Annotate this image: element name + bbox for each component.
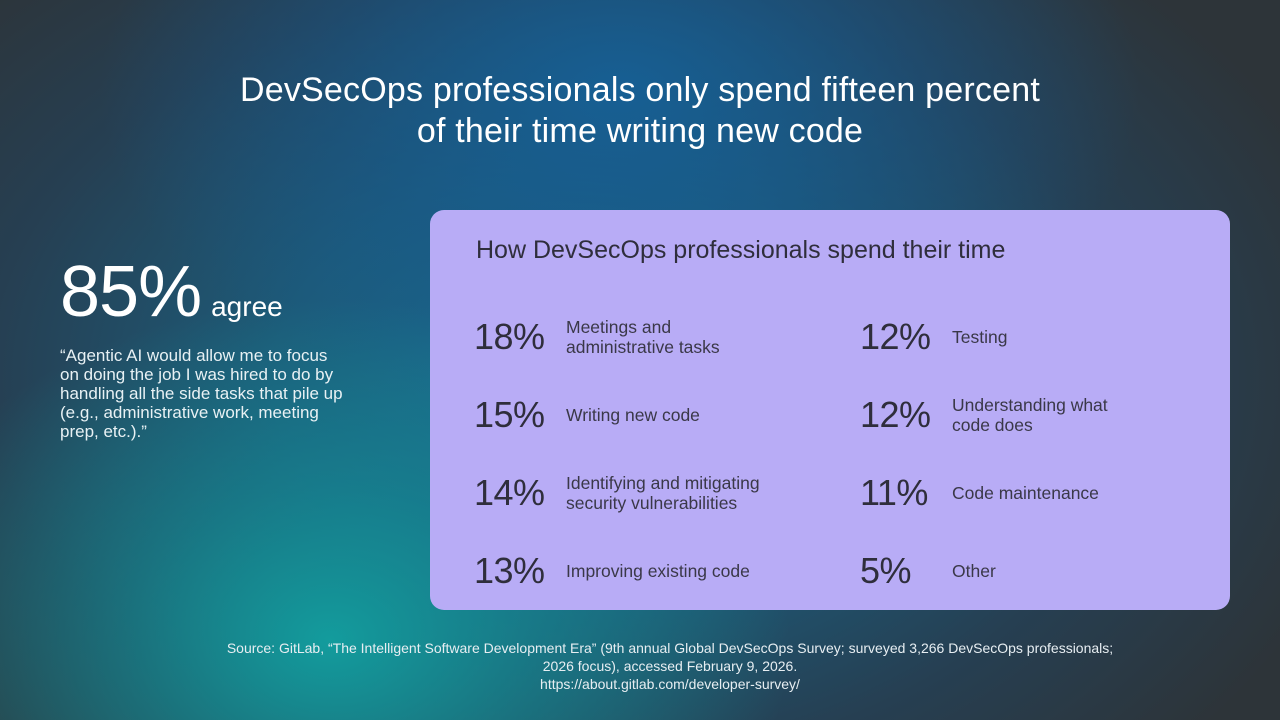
headline-line-2: of their time writing new code <box>416 112 864 150</box>
stat-label: Other <box>952 561 1192 581</box>
stat-value: 18% <box>474 316 545 357</box>
stat-label-line: Other <box>952 561 996 581</box>
stat-label-line: code does <box>952 415 1033 435</box>
source-line-2: 2026 focus), accessed February 9, 2026. <box>542 658 798 674</box>
stat-label-line: administrative tasks <box>566 337 720 357</box>
stat-label: Code maintenance <box>952 483 1192 503</box>
stat-value: 11% <box>860 472 928 513</box>
stat-row: 13% Improving existing code <box>474 532 834 610</box>
stat-label: Testing <box>952 327 1192 347</box>
source-line-1: Source: GitLab, “The Intelligent Softwar… <box>226 640 1114 656</box>
right-column: 12% Testing 12% Understanding what code … <box>860 298 1220 610</box>
headline: DevSecOps professionals only spend fifte… <box>140 70 1140 152</box>
stat-value: 12% <box>860 316 931 357</box>
highlight-value: 85% <box>60 252 202 332</box>
highlight-panel: 85% agree “Agentic AI would allow me to … <box>60 250 380 441</box>
left-column: 18% Meetings and administrative tasks 15… <box>474 298 834 610</box>
stat-label-line: Meetings and <box>566 317 672 337</box>
stat-row: 11% Code maintenance <box>860 454 1220 532</box>
stat-label-line: Improving existing code <box>566 561 750 581</box>
source-citation: Source: GitLab, “The Intelligent Softwar… <box>150 639 1190 693</box>
stat-value: 15% <box>474 394 545 435</box>
stat-row: 18% Meetings and administrative tasks <box>474 298 834 376</box>
quote-line: handling all the side tasks that pile up <box>60 384 343 403</box>
stat-label: Writing new code <box>566 405 806 425</box>
stat-label-line: Writing new code <box>566 405 700 425</box>
stat-label: Improving existing code <box>566 561 806 581</box>
quote-line: on doing the job I was hired to do by <box>60 365 334 384</box>
stat-row: 15% Writing new code <box>474 376 834 454</box>
highlight-suffix: agree <box>211 291 283 322</box>
quote-line: (e.g., administrative work, meeting <box>60 403 319 422</box>
stat-value: 13% <box>474 550 545 591</box>
stat-label-line: Identifying and mitigating <box>566 473 760 493</box>
stat-label: Meetings and administrative tasks <box>566 317 806 357</box>
stat-row: 5% Other <box>860 532 1220 610</box>
headline-line-1: DevSecOps professionals only spend fifte… <box>239 71 1040 109</box>
stat-row: 12% Understanding what code does <box>860 376 1220 454</box>
highlight-quote: “Agentic AI would allow me to focus on d… <box>60 346 380 441</box>
stat-label-line: Understanding what <box>952 395 1108 415</box>
stat-row: 14% Identifying and mitigating security … <box>474 454 834 532</box>
stat-label-line: Code maintenance <box>952 483 1099 503</box>
quote-line: prep, etc.).” <box>60 422 147 441</box>
stat-label: Understanding what code does <box>952 395 1192 435</box>
stat-value: 5% <box>860 550 912 591</box>
stat-label-line: Testing <box>952 327 1008 347</box>
stat-value: 14% <box>474 472 545 513</box>
source-url: https://about.gitlab.com/developer-surve… <box>540 676 800 692</box>
highlight-stat: 85% agree <box>60 250 380 334</box>
stat-label-line: security vulnerabilities <box>566 493 738 513</box>
stat-value: 12% <box>860 394 931 435</box>
stat-row: 12% Testing <box>860 298 1220 376</box>
time-breakdown-card: How DevSecOps professionals spend their … <box>430 210 1230 610</box>
quote-line: “Agentic AI would allow me to focus <box>60 346 328 365</box>
card-title: How DevSecOps professionals spend their … <box>476 236 1006 264</box>
stat-label: Identifying and mitigating security vuln… <box>566 473 806 513</box>
